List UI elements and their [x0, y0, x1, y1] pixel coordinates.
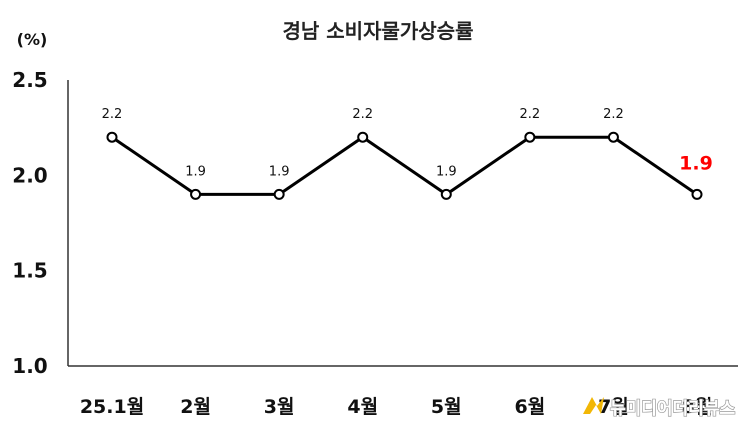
- x-tick-label: 2월: [180, 396, 211, 418]
- y-axis-unit: (%): [17, 30, 48, 49]
- y-tick-label: 2.5: [12, 68, 47, 92]
- data-point: [607, 131, 619, 143]
- data-point: [524, 131, 536, 143]
- data-point: [273, 188, 285, 200]
- data-label: 1.9: [679, 152, 713, 174]
- y-tick-label: 2.0: [12, 163, 47, 187]
- y-axis-ticks: 1.0 1.5 2.0 2.5: [12, 68, 47, 378]
- data-point: [106, 131, 118, 143]
- data-label: 2.2: [603, 107, 624, 122]
- data-point: [440, 188, 452, 200]
- data-label: 2.2: [352, 107, 373, 122]
- flag-logo-icon: [583, 397, 604, 414]
- data-label: 1.9: [436, 164, 457, 179]
- data-label: 1.9: [185, 164, 206, 179]
- data-labels: 2.2 1.9 1.9 2.2 1.9 2.2 2.2 1.9: [102, 107, 713, 179]
- x-axis-ticks: 25.1월 2월 3월 4월 5월 6월 7월 8월: [80, 396, 713, 418]
- data-point: [691, 188, 703, 200]
- chart-title: 경남 소비자물가상승률: [283, 19, 474, 43]
- x-tick-label: 8월: [682, 396, 713, 418]
- x-tick-label: 4월: [347, 396, 378, 418]
- data-point: [357, 131, 369, 143]
- data-point: [190, 188, 202, 200]
- series-line-group: [111, 135, 698, 197]
- data-label: 2.2: [520, 107, 541, 122]
- x-tick-label: 6월: [515, 396, 546, 418]
- watermark: 뉴미디어더리뷰스: [583, 397, 736, 420]
- watermark-text: 뉴미디어더리뷰스: [610, 399, 735, 419]
- x-tick-label: 3월: [264, 396, 295, 418]
- y-tick-label: 1.0: [12, 354, 47, 378]
- series-line: [111, 135, 698, 197]
- x-tick-label: 7월: [598, 396, 629, 418]
- axes: [67, 80, 738, 367]
- x-tick-label: 5월: [431, 396, 462, 418]
- data-label: 2.2: [102, 107, 123, 122]
- y-tick-label: 1.5: [12, 259, 47, 283]
- data-points: [106, 131, 703, 200]
- x-tick-label: 25.1월: [80, 396, 144, 418]
- data-label: 1.9: [269, 164, 290, 179]
